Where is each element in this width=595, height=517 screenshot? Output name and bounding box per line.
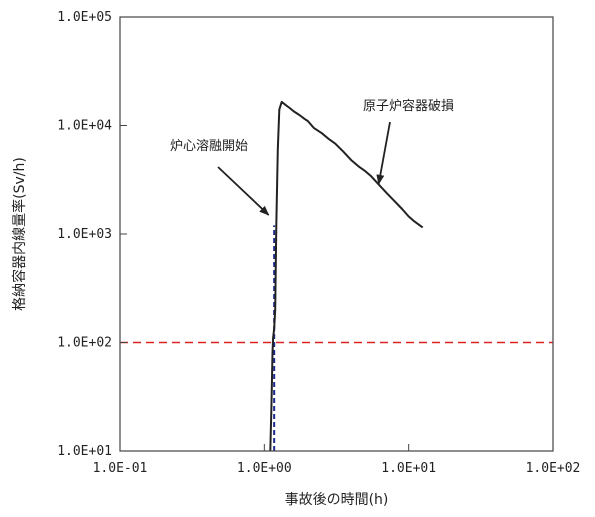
annotation-label: 炉心溶融開始 <box>170 139 248 154</box>
annotation-arrow <box>376 121 391 185</box>
y-tick-label: 1.0E+03 <box>57 227 112 242</box>
y-tick-label: 1.0E+04 <box>57 119 112 134</box>
annotations: 炉心溶融開始 原子炉容器破損 <box>170 98 454 216</box>
annotation-label: 原子炉容器破損 <box>363 98 454 114</box>
reference-lines <box>120 225 553 451</box>
x-axis-label: 事故後の時間(h) <box>285 492 389 508</box>
x-tick-label: 1.0E+00 <box>237 461 292 476</box>
series-layer <box>269 100 424 452</box>
dose-rate-series-line <box>269 100 424 452</box>
annotation-arrow <box>217 166 270 216</box>
axis-ticks: 1.0E-01 1.0E+00 1.0E+01 1.0E+02 1.0E+01 1.0E+… <box>57 10 580 476</box>
x-tick-label: 1.0E+02 <box>526 461 581 476</box>
y-tick-label: 1.0E+01 <box>57 444 112 459</box>
y-tick-label: 1.0E+05 <box>57 10 112 25</box>
y-tick-label: 1.0E+02 <box>57 336 112 351</box>
x-tick-label: 1.0E+01 <box>381 461 436 476</box>
plot-area-frame <box>119 16 554 452</box>
x-tick-label: 1.0E-01 <box>93 461 148 476</box>
y-axis-label: 格納容器内線量率(Sv/h) <box>11 157 28 311</box>
